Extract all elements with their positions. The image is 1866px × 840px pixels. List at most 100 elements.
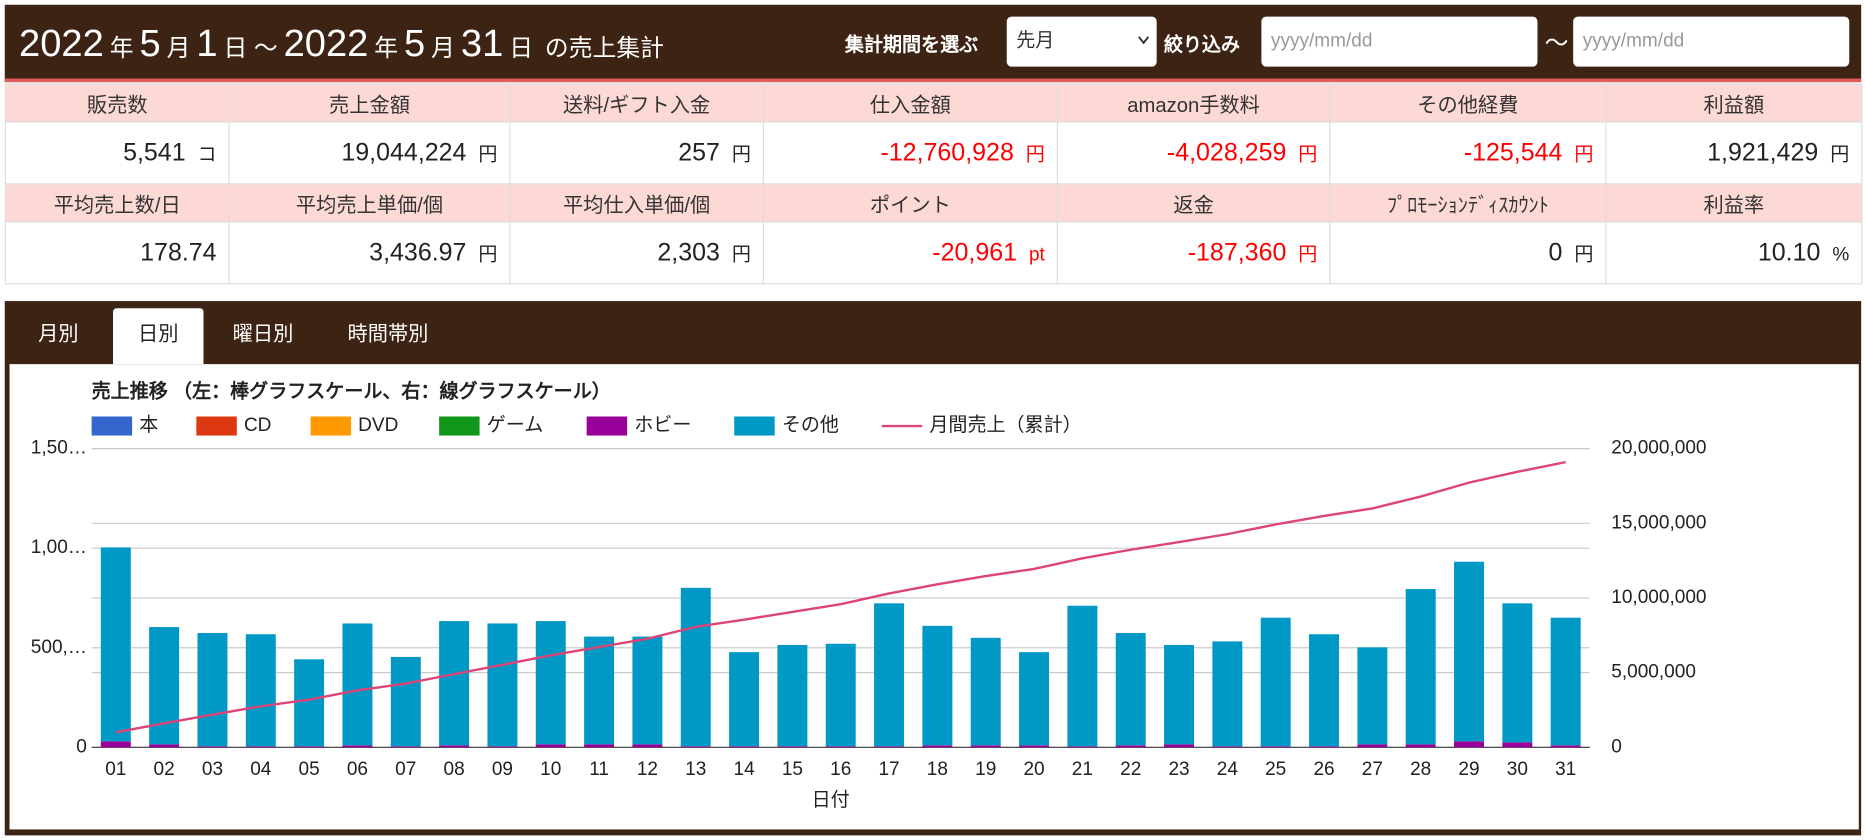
bar-segment [777,746,808,748]
stat-value: -4,028,259 [1166,139,1287,167]
x-tick-label: 20 [1023,759,1044,780]
bar-segment [245,634,276,747]
title-part: 年 [109,35,134,62]
bar-segment [245,746,276,748]
title-part: の売上集計 [544,35,664,62]
period-select[interactable]: 先月 [1006,16,1157,67]
x-tick-label: 24 [1217,759,1239,780]
bar-segment [439,745,470,748]
tab[interactable]: 時間帯別 [347,322,429,346]
legend-label: 本 [139,414,158,436]
x-tick-label: 19 [975,759,996,780]
bar-segment [1212,641,1243,747]
stat-cell: 19,044,224 円 [228,121,511,185]
bar-segment [1502,603,1533,743]
bar-segment [149,744,180,748]
bar-segment [632,744,663,748]
bar-segment [1260,617,1291,747]
bar-segment [922,625,953,746]
stat-value: 1,921,429 [1707,139,1819,167]
bar-segment [1309,746,1340,748]
stat-cell: -4,028,259 円 [1056,121,1331,185]
title-part: 2022 [283,21,369,65]
x-tick-label: 05 [299,759,320,780]
legend-label: その他 [782,414,839,436]
bar-segment [149,627,180,745]
bar-segment [390,656,421,747]
bar-segment [197,746,228,748]
legend-swatch [310,416,352,436]
x-tick-label: 14 [733,759,755,780]
label-row: 販売数 売上金額 送料/ギフト入金 仕入金額 amazon手数料 その他経費 利益額 [4,83,1863,123]
legend-label: ホビー [634,414,691,436]
bar-segment [1067,605,1098,747]
x-tick-label: 16 [830,759,851,780]
x-tick-label: 17 [878,759,899,780]
x-tick-label: 15 [782,759,803,780]
tab[interactable]: 日別 [113,308,204,365]
x-tick-label: 18 [927,759,948,780]
legend-swatch [196,416,237,436]
legend-label: DVD [358,415,398,436]
bar-segment [100,547,131,742]
x-tick-label: 08 [444,759,465,780]
title-part: 5 [139,21,161,65]
legend-label: 月間売上（累計） [929,414,1081,436]
bar-segment [1502,742,1533,748]
y-tick-label: 0 [76,736,87,757]
stat-label: 利益額 [1605,83,1863,123]
bar-segment [294,746,325,748]
y-tick-label: 500,… [31,637,87,658]
stat-cell: 5,541 コ [4,121,230,185]
stat-cell: 3,436.97 円 [228,221,511,285]
bar-segment [487,623,518,747]
x-tick-label: 29 [1458,759,1479,780]
bar-segment [535,744,566,748]
stat-value: -187,360 [1187,239,1287,267]
chart: 売上推移 （左：棒グラフスケール、右：線グラフスケール） 日付 0 500,… 1,… [9,364,1859,830]
stat-value: 0 [1548,239,1563,267]
y2-tick-label: 10,000,000 [1611,587,1706,608]
bar-segment [874,603,905,747]
x-tick-label: 07 [395,759,416,780]
stat-label: 売上金額 [228,83,511,123]
title-part: 2022 [19,21,104,65]
placeholder: yyyy/mm/dd [1270,30,1373,52]
stat-unit: 円 [1574,145,1594,166]
date-from[interactable]: yyyy/mm/dd [1261,16,1538,67]
x-tick-label: 04 [250,759,272,780]
tab[interactable]: 月別 [38,322,79,346]
x-tick-label: 12 [637,759,658,780]
x-tick-label: 30 [1507,759,1528,780]
stat-label: ﾌﾟﾛﾓｰｼｮﾝﾃﾞｨｽｶｳﾝﾄ [1329,183,1607,223]
x-tick-label: 22 [1120,759,1141,780]
stat-unit: 円 [1830,145,1850,166]
label-row: 平均売上数/日 平均売上単価/個 平均仕入単価/個 ポイント 返金 ﾌﾟﾛﾓｰｼｮﾝﾃﾞｨ… [4,183,1863,223]
header: 2022 年 5 月 1 日 ～ 2022 年 5 月 31 日の売上集計 集計期間を選ぶ 先月 絞り… [4,4,1862,83]
bar-segment [729,652,760,747]
stat-label: 送料/ギフト入金 [509,83,764,123]
title-part: 日 [509,35,534,62]
title-part: 月 [431,35,455,62]
chevron [1138,36,1150,45]
x-tick-label: 13 [685,759,706,780]
tab[interactable]: 曜日別 [232,322,294,346]
value-row: 178.74 3,436.97 円 2,303 円 -20,961 pt -187,360 円 0… [4,221,1863,285]
bar-segment [1260,746,1291,748]
x-tick-label: 31 [1555,759,1576,780]
stat-unit: % [1832,244,1850,265]
bar-segment [535,621,566,745]
x-axis-title: 日付 [812,789,850,811]
bar-segment [342,623,373,746]
stat-unit: 円 [478,245,498,266]
y2-tick-label: 0 [1611,736,1622,757]
stat-cell: 1,921,429 円 [1605,121,1863,185]
stat-value: -125,544 [1463,139,1563,167]
stat-value: -20,961 [932,238,1018,266]
date-to[interactable]: yyyy/mm/dd [1573,16,1850,67]
x-tick-label: 06 [347,759,368,780]
stat-unit: コ [197,145,217,166]
stat-label: 仕入金額 [762,83,1058,123]
x-tick-label: 02 [154,759,175,780]
